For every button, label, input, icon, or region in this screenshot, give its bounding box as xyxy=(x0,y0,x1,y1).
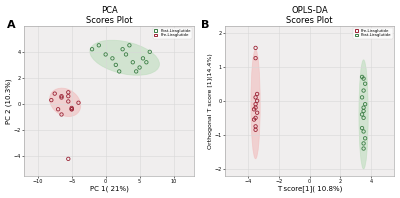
Point xyxy=(362,103,368,106)
Ellipse shape xyxy=(359,60,368,169)
Point xyxy=(251,118,257,121)
Point xyxy=(65,100,72,103)
Point xyxy=(359,96,365,99)
Point xyxy=(359,127,365,130)
Point xyxy=(48,99,54,102)
Legend: Pre-Liraglutide, Post-Liraglutide: Pre-Liraglutide, Post-Liraglutide xyxy=(354,28,392,39)
Point xyxy=(252,57,259,60)
Point xyxy=(75,101,82,104)
Y-axis label: Orthogonal T score [1](14.4%): Orthogonal T score [1](14.4%) xyxy=(208,53,213,149)
Point xyxy=(65,91,72,94)
Point xyxy=(252,103,259,106)
Point xyxy=(360,77,367,80)
Point xyxy=(360,147,367,150)
Point xyxy=(109,57,116,60)
Point xyxy=(136,66,143,69)
Point xyxy=(360,109,367,113)
Point xyxy=(254,99,260,102)
Point xyxy=(68,108,75,111)
Point xyxy=(252,125,259,128)
Point xyxy=(362,82,368,85)
Point xyxy=(360,130,367,133)
Point xyxy=(58,96,65,99)
Point xyxy=(65,95,72,98)
Point xyxy=(126,44,132,47)
Point xyxy=(52,92,58,95)
Y-axis label: PC 2 (10.3%): PC 2 (10.3%) xyxy=(6,78,12,124)
Point xyxy=(140,57,146,60)
Point xyxy=(133,70,139,73)
Point xyxy=(89,48,95,51)
Point xyxy=(252,106,259,109)
Point xyxy=(360,142,367,145)
Point xyxy=(252,116,259,119)
Point xyxy=(252,128,259,131)
Point xyxy=(55,108,61,111)
Point xyxy=(58,113,65,116)
Point xyxy=(251,108,257,111)
Title: PCA
Scores Plot: PCA Scores Plot xyxy=(86,6,132,25)
X-axis label: PC 1( 21%): PC 1( 21%) xyxy=(90,186,128,192)
Point xyxy=(360,106,367,109)
Point xyxy=(360,89,367,92)
Ellipse shape xyxy=(90,40,160,75)
Point xyxy=(362,137,368,140)
Point xyxy=(360,116,367,119)
Point xyxy=(254,92,260,96)
Point xyxy=(58,95,65,98)
Text: B: B xyxy=(201,20,209,30)
Point xyxy=(359,75,365,78)
Point xyxy=(68,106,75,109)
Title: OPLS-DA
Scores Plot: OPLS-DA Scores Plot xyxy=(286,6,333,25)
Point xyxy=(65,157,72,160)
X-axis label: T score[1]( 10.8%): T score[1]( 10.8%) xyxy=(277,186,342,192)
Point xyxy=(96,44,102,47)
Point xyxy=(252,46,259,50)
Point xyxy=(359,113,365,116)
Point xyxy=(120,48,126,51)
Point xyxy=(252,96,259,99)
Point xyxy=(102,53,109,56)
Point xyxy=(113,63,119,67)
Legend: Post-Liraglutide, Pre-Liraglutide: Post-Liraglutide, Pre-Liraglutide xyxy=(153,28,192,39)
Ellipse shape xyxy=(50,88,81,117)
Ellipse shape xyxy=(251,50,260,159)
Point xyxy=(130,61,136,64)
Text: A: A xyxy=(7,20,16,30)
Point xyxy=(68,108,75,111)
Point xyxy=(123,53,129,56)
Point xyxy=(254,111,260,114)
Point xyxy=(146,50,153,53)
Point xyxy=(143,61,150,64)
Point xyxy=(116,70,122,73)
